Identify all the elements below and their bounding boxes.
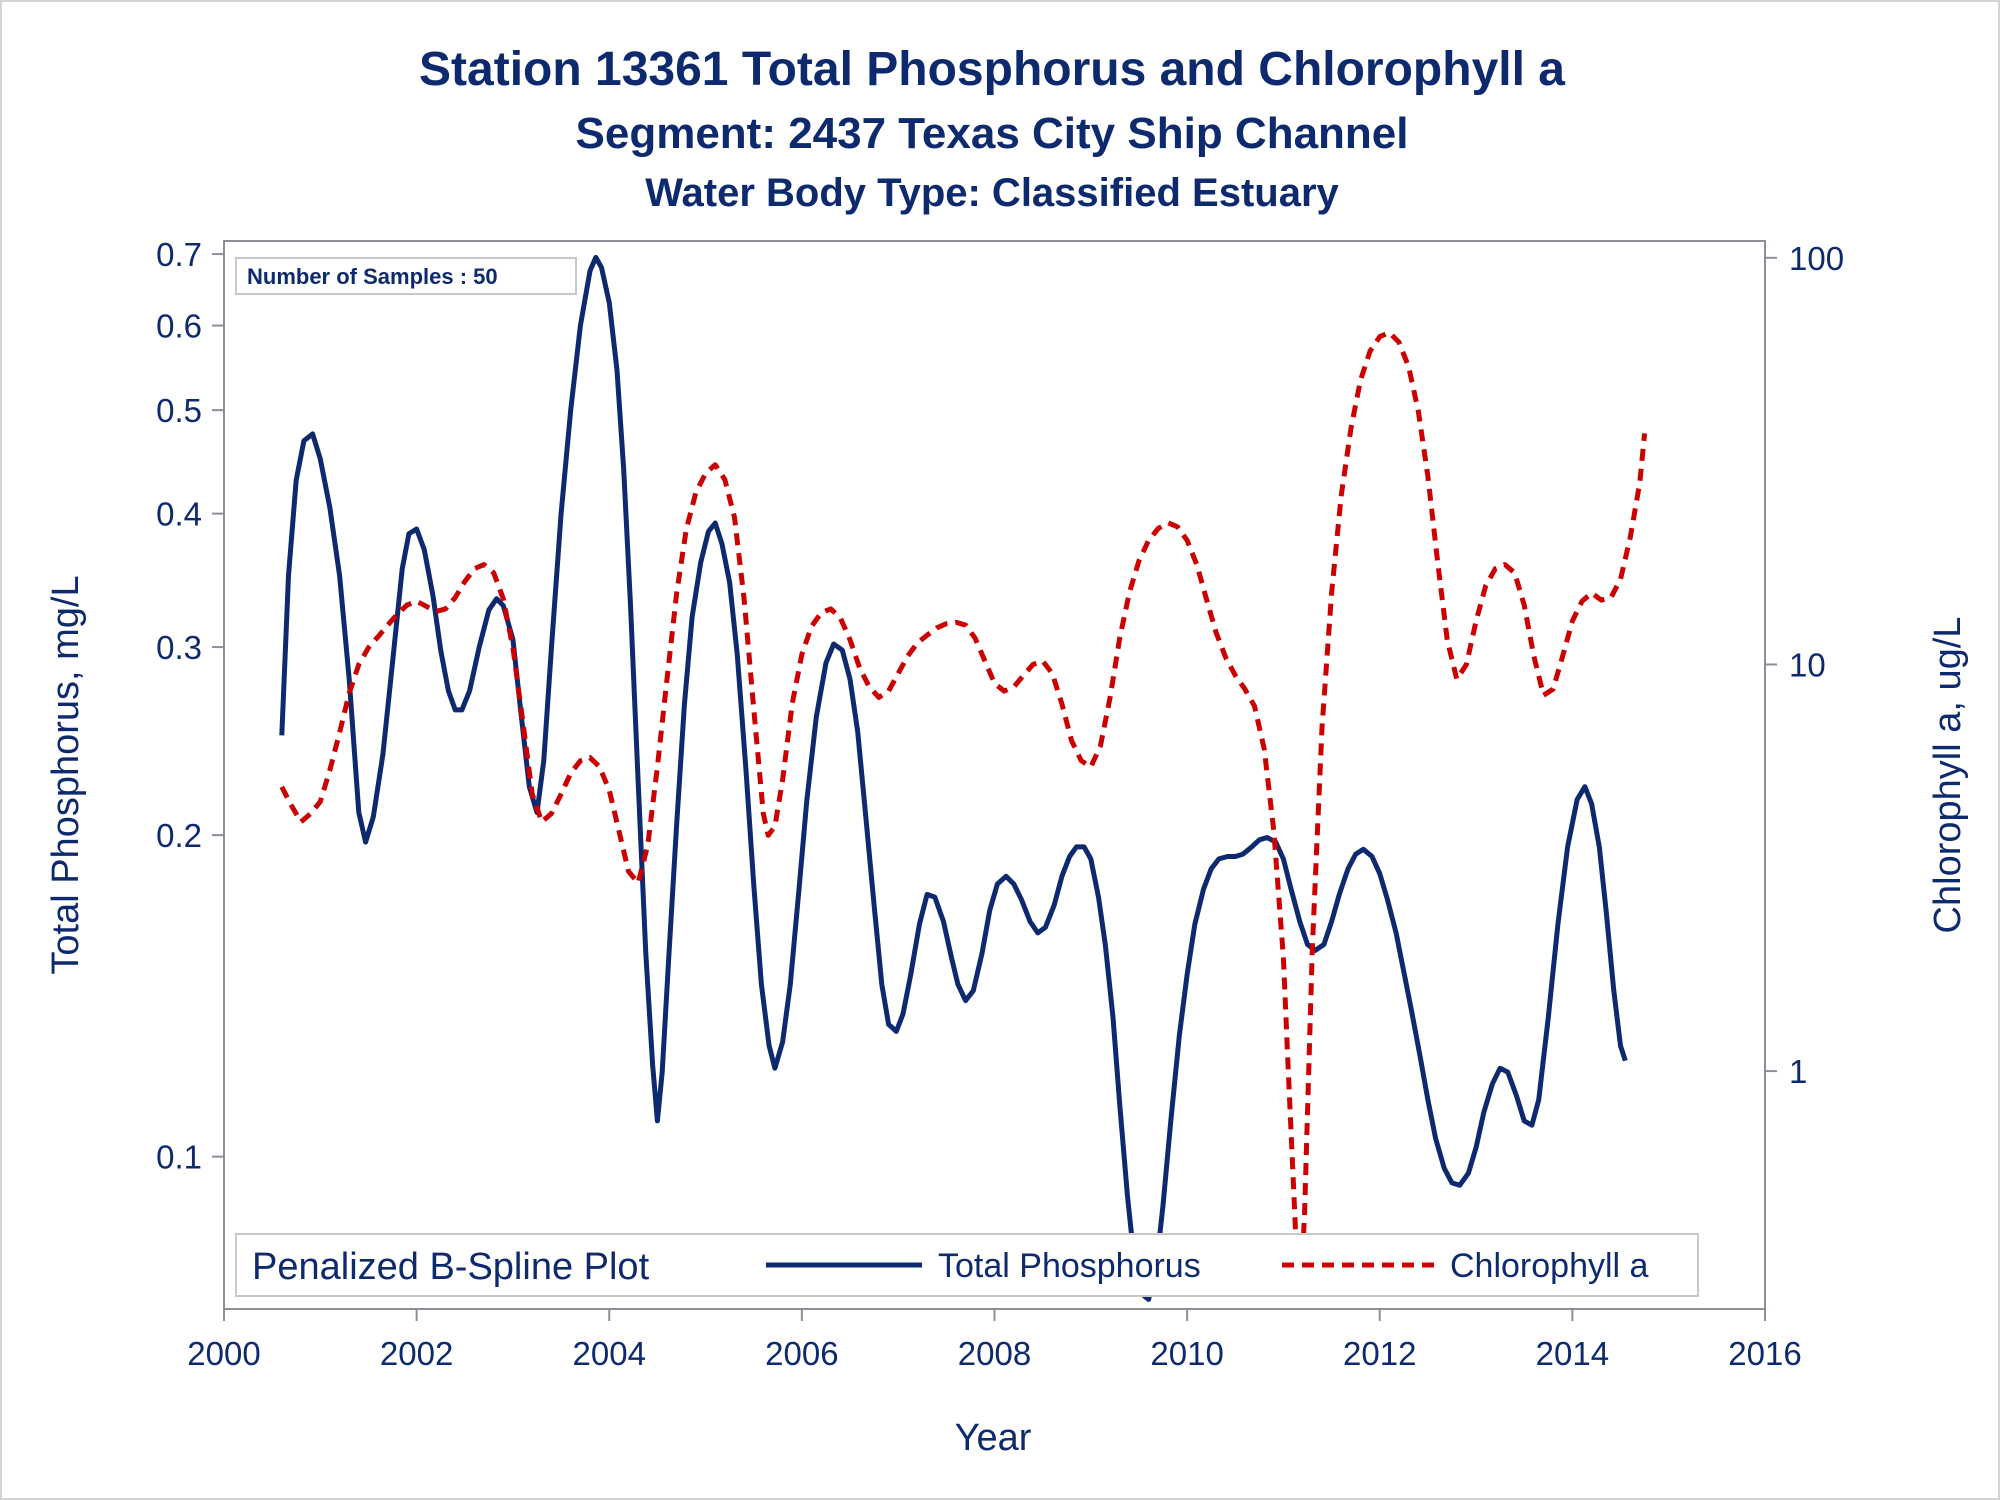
y-axis-right-label: Chlorophyll a, ug/L [1927,617,1969,934]
y-axis-left-label: Total Phosphorus, mg/L [45,575,87,974]
sample-count-annotation: Number of Samples : 50 [247,264,498,289]
y-left-tick-label: 0.1 [156,1139,202,1176]
x-tick-label: 2010 [1150,1335,1223,1372]
legend: Penalized B-Spline Plot Total Phosphorus… [235,1233,1699,1297]
x-tick-label: 2000 [187,1335,260,1372]
x-tick-label: 2012 [1343,1335,1416,1372]
x-tick-label: 2004 [573,1335,646,1372]
y-right-tick-label: 100 [1789,240,1844,277]
y-left-tick-label: 0.5 [156,392,202,429]
x-axis-label: Year [955,1417,1032,1459]
series-line-total-phosphorus [279,254,1628,1302]
series-layer [279,254,1648,1302]
y-left-tick-label: 0.2 [156,817,202,854]
legend-label-chlorophyll-a: Chlorophyll a [1450,1247,1649,1285]
x-axis: 2000 2002 2004 2006 2008 2010 2012 2014 2016 [187,1309,1802,1372]
y-left-tick-label: 0.6 [156,308,202,345]
plot-area [223,240,1766,1310]
legend-label-total-phosphorus: Total Phosphorus [938,1247,1201,1285]
y-right-tick-label: 10 [1789,646,1826,683]
y-axis-right: 1 10 100 [1765,240,1844,1090]
x-tick-label: 2006 [765,1335,838,1372]
x-tick-label: 2016 [1728,1335,1801,1372]
chart-subtitle-2: Water Body Type: Classified Estuary [645,171,1339,215]
chart-subtitle: Segment: 2437 Texas City Ship Channel [576,109,1409,158]
y-left-tick-label: 0.7 [156,236,202,273]
series-line-chlorophyll-a [279,330,1648,1299]
chart-title: Station 13361 Total Phosphorus and Chlor… [419,43,1565,96]
x-tick-label: 2014 [1536,1335,1609,1372]
y-axis-left: 0.1 0.2 0.3 0.4 0.5 0.6 0.7 [156,236,224,1176]
legend-box [235,1233,1699,1297]
legend-title: Penalized B-Spline Plot [252,1246,650,1288]
y-right-tick-label: 1 [1789,1053,1807,1090]
y-left-tick-label: 0.3 [156,629,202,666]
sample-count-box [235,257,577,295]
y-left-tick-label: 0.4 [156,496,202,533]
x-tick-label: 2008 [958,1335,1031,1372]
x-tick-label: 2002 [380,1335,453,1372]
